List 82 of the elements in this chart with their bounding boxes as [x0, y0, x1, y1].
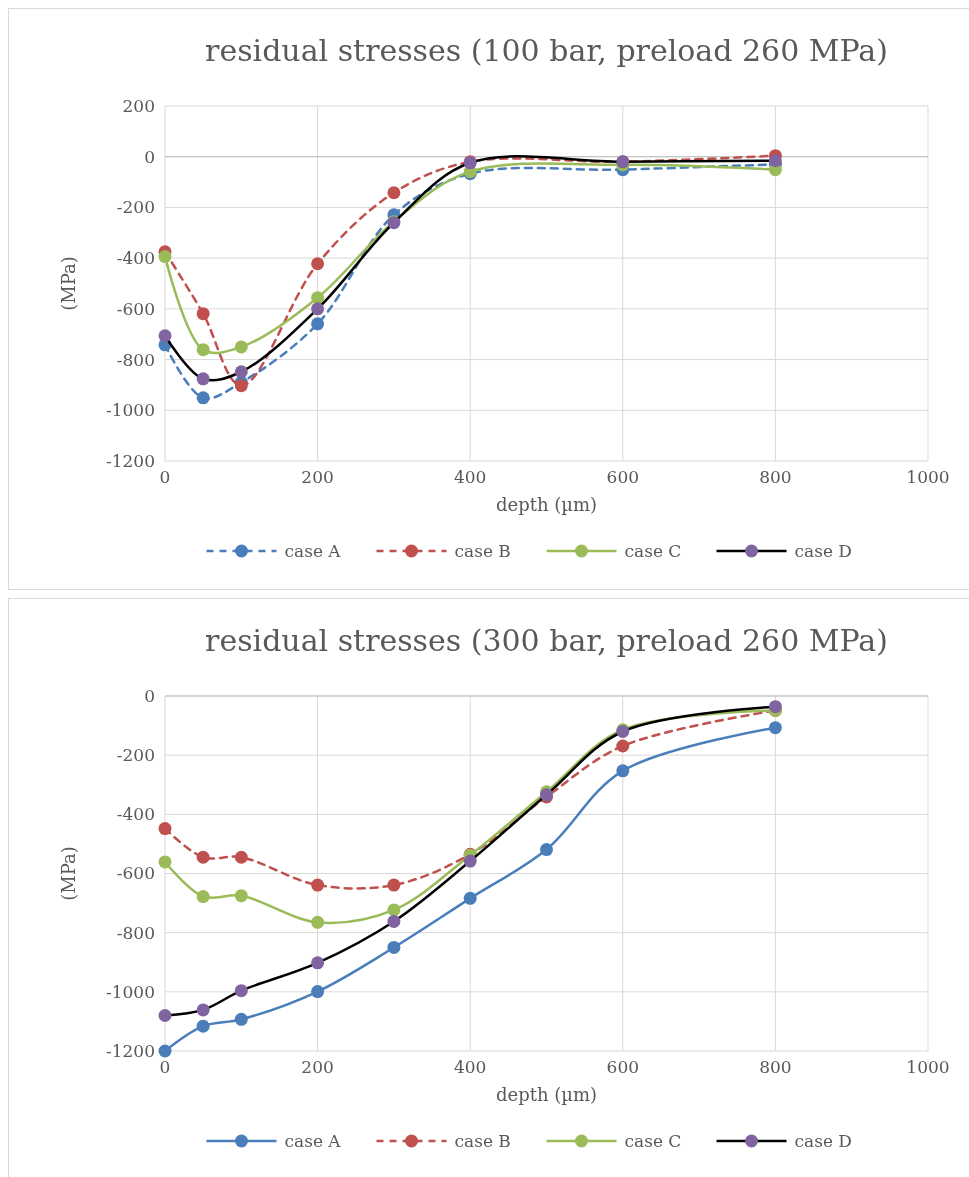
point	[311, 291, 325, 305]
point	[196, 343, 210, 357]
point	[311, 302, 325, 316]
point	[234, 1012, 248, 1026]
point	[463, 854, 477, 868]
x-tick-label: 200	[301, 467, 334, 487]
point	[196, 372, 210, 386]
point	[158, 1009, 172, 1022]
y-tick-label: -600	[116, 298, 155, 319]
point	[234, 889, 248, 903]
y-tick-label: -400	[116, 804, 155, 825]
y-tick-label: -800	[116, 349, 155, 370]
point	[540, 843, 553, 857]
point	[616, 739, 630, 753]
x-tick-label: 600	[606, 1057, 640, 1077]
x-tick-label: 200	[301, 1057, 334, 1077]
legend-label: case D	[794, 1130, 852, 1151]
point	[196, 391, 210, 405]
y-tick-label: -200	[116, 197, 155, 218]
point	[768, 700, 782, 714]
point	[387, 903, 401, 917]
point	[196, 307, 210, 321]
legend-label: case B	[454, 540, 511, 561]
legend-label: case D	[794, 540, 852, 561]
point	[768, 721, 782, 735]
point	[387, 940, 401, 954]
x-axis-title: depth (µm)	[495, 494, 598, 515]
y-tick-label: -1000	[105, 400, 155, 421]
legend-label: case C	[624, 1130, 682, 1151]
point	[234, 340, 248, 354]
y-tick-label: -600	[116, 863, 155, 884]
y-tick-label: 0	[144, 146, 155, 167]
point	[234, 365, 248, 379]
x-tick-label: 800	[759, 467, 792, 487]
point	[196, 1003, 210, 1017]
y-tick-label: -1200	[105, 1040, 155, 1061]
point	[234, 984, 248, 998]
point	[311, 985, 325, 999]
point	[463, 891, 477, 905]
point	[311, 878, 325, 892]
x-tick-label: 400	[453, 1057, 487, 1077]
point	[158, 250, 172, 264]
y-axis-title: (MPa)	[58, 256, 79, 311]
y-tick-label: 0	[144, 685, 155, 706]
point	[616, 764, 630, 778]
x-tick-label: 1000	[906, 467, 950, 487]
legend-label: case A	[284, 1130, 342, 1151]
point	[387, 186, 401, 200]
y-tick-label: 200	[122, 95, 155, 116]
point	[158, 329, 172, 343]
x-tick-label: 0	[159, 467, 171, 487]
y-tick-label: -200	[116, 745, 155, 766]
point	[234, 379, 248, 393]
point	[311, 956, 325, 970]
legend-label: case A	[284, 540, 342, 561]
x-tick-label: 800	[759, 1057, 792, 1077]
point	[158, 1044, 172, 1058]
point	[196, 1019, 210, 1033]
y-tick-label: -1200	[105, 450, 155, 471]
x-axis-title: depth (µm)	[495, 1084, 598, 1105]
point	[387, 914, 401, 928]
point	[234, 850, 248, 864]
legend-label: case B	[454, 1130, 511, 1151]
point	[196, 850, 210, 864]
point	[158, 855, 172, 869]
x-tick-label: 600	[606, 467, 640, 487]
y-tick-label: -1000	[105, 981, 155, 1002]
y-tick-label: -800	[116, 922, 155, 943]
point	[158, 822, 172, 836]
y-axis-title: (MPa)	[58, 846, 79, 901]
y-tick-label: -400	[116, 248, 155, 269]
point	[311, 915, 325, 929]
x-tick-label: 1000	[906, 1057, 950, 1077]
point	[311, 257, 325, 271]
point	[196, 890, 210, 904]
chart-title: residual stresses (100 bar, preload 260 MPa)	[205, 33, 888, 68]
point	[387, 878, 401, 892]
x-tick-label: 0	[159, 1057, 171, 1077]
legend-label: case C	[624, 540, 682, 561]
chart-title: residual stresses (300 bar, preload 260 MPa)	[205, 623, 888, 658]
point	[311, 317, 325, 331]
x-tick-label: 400	[453, 467, 487, 487]
